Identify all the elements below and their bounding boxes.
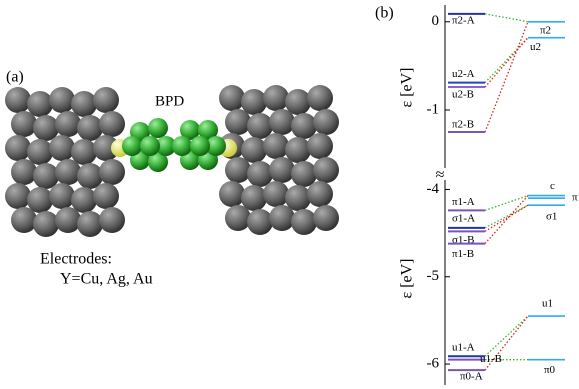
atom: [11, 159, 37, 185]
level-label: u2-A: [452, 68, 475, 80]
atom: [291, 209, 317, 235]
atom: [190, 136, 210, 156]
level-label: π0: [544, 364, 556, 376]
connector: [485, 205, 528, 231]
atom: [93, 183, 119, 209]
level-label: c: [550, 180, 555, 192]
atom: [269, 109, 295, 135]
atom: [313, 109, 339, 135]
atom: [263, 181, 289, 207]
y-tick-label: -6: [427, 355, 440, 371]
panel-label: (b): [375, 5, 394, 22]
atom: [263, 85, 289, 111]
atom: [49, 135, 75, 161]
atom: [5, 135, 31, 161]
atom: [11, 111, 37, 137]
level-label: π2-B: [452, 119, 474, 131]
atom: [77, 211, 103, 237]
level-label: π0-A: [460, 371, 483, 383]
atom: [307, 85, 333, 111]
atom: [172, 136, 192, 156]
atom: [269, 157, 295, 183]
atom: [49, 183, 75, 209]
atom: [225, 157, 251, 183]
atom: [122, 136, 142, 156]
atom: [148, 118, 168, 138]
connector: [485, 22, 528, 132]
atom: [247, 209, 273, 235]
atom: [55, 159, 81, 185]
level-label: π2-A: [452, 14, 475, 26]
atom: [55, 111, 81, 137]
atom: [99, 159, 125, 185]
connector: [485, 196, 528, 211]
atom: [55, 207, 81, 233]
level-label: π1-A: [452, 196, 475, 208]
level-label: u2-B: [452, 89, 474, 101]
level-label: π1-B: [452, 248, 474, 260]
level-label: u2: [530, 41, 541, 53]
y-tick-label: -1: [427, 101, 440, 117]
level-label: σ1: [546, 211, 557, 223]
level-label: σ1-A: [452, 212, 475, 224]
atom: [5, 87, 31, 113]
electrodes-list: Y=Cu, Ag, Au: [60, 271, 153, 288]
connector: [485, 316, 528, 356]
molecule-name: BPD: [155, 93, 184, 109]
energy-diagram: ε [eV] 0 -1 π2-A u2-A u2-B π2-B π2 u2 ε [eV] -4 -5 -…: [399, 5, 579, 385]
figure: (a) BPD Electrodes: Y=Cu, Ag, Au (b) ≈ ε…: [0, 0, 579, 389]
atom: [225, 109, 251, 135]
connector: [485, 14, 528, 22]
atom: [5, 183, 31, 209]
level-label: u1-B: [480, 353, 502, 365]
atom: [307, 133, 333, 159]
atom: [219, 85, 245, 111]
electrodes-title: Electrodes:: [40, 251, 112, 268]
axis-label: ε [eV]: [399, 258, 416, 298]
atom: [33, 211, 59, 237]
atom: [11, 207, 37, 233]
atom: [93, 87, 119, 113]
level-label: u1: [542, 298, 553, 310]
atom: [140, 136, 160, 156]
atom: [313, 157, 339, 183]
level-label: π2: [540, 24, 551, 36]
atom: [99, 111, 125, 137]
atom: [263, 133, 289, 159]
atom: [49, 87, 75, 113]
atom: [225, 205, 251, 231]
level-label: u1-A: [452, 342, 475, 354]
y-tick-label: -5: [427, 268, 440, 284]
connector: [485, 196, 528, 244]
panel-label: (a): [6, 69, 24, 86]
atom: [219, 181, 245, 207]
atom: [313, 205, 339, 231]
atom: [269, 205, 295, 231]
y-tick-label: 0: [432, 13, 440, 29]
y-tick-label: -4: [427, 181, 440, 197]
axis-label: ε [eV]: [399, 67, 416, 107]
level-label: π1: [572, 192, 579, 204]
connector: [485, 38, 528, 87]
atom: [307, 181, 333, 207]
atom: [99, 207, 125, 233]
